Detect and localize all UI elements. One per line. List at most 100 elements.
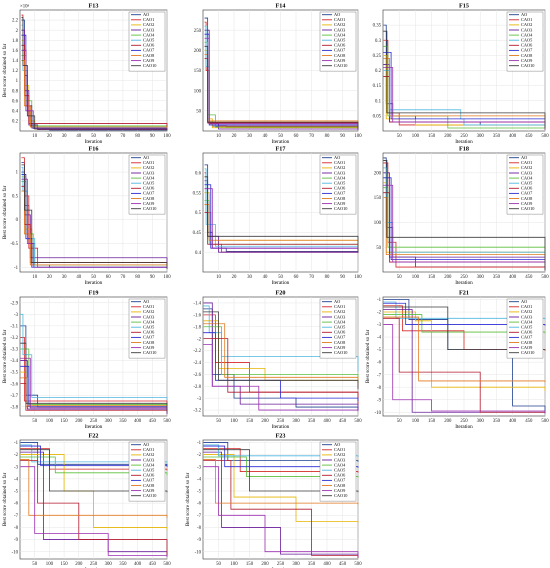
- x-tick-label: 350: [493, 134, 501, 139]
- y-tick-label: 0.6: [12, 99, 19, 104]
- legend-entry: CAO10: [143, 493, 156, 498]
- legend-entry: AO: [143, 12, 149, 17]
- chart-title: F17: [276, 146, 286, 153]
- y-tick-label: 0.25: [373, 54, 382, 59]
- series-line-cao9: [20, 466, 168, 557]
- y-tick-label: -2.8: [193, 385, 201, 390]
- x-tick-label: 250: [90, 562, 98, 567]
- x-tick-label: 250: [460, 134, 468, 139]
- y-tick-label: 50: [196, 109, 201, 114]
- y-tick-label: 0.55: [193, 191, 202, 196]
- panel-f21: 50 100 150 200 250 300 350 400 450 500 -1 -2 -3 -4 -5 -…: [364, 290, 549, 431]
- x-tick-label: 90: [150, 275, 155, 280]
- legend-entry: CAO9: [334, 201, 345, 206]
- x-tick-label: 30: [62, 275, 67, 280]
- y-tick-label: 200: [194, 49, 202, 54]
- legend-entry: CAO9: [521, 201, 532, 206]
- chart-title: F21: [459, 290, 469, 297]
- x-tick-label: 200: [261, 419, 269, 424]
- chart-title: F15: [459, 3, 469, 10]
- x-tick-label: 20: [232, 134, 237, 139]
- y-tick-label: 150: [374, 196, 382, 201]
- legend-entry: CAO1: [143, 160, 154, 165]
- legend: AOCAO1CAO2CAO3CAO4CAO5CAO6CAO7CAO8CAO9CA…: [319, 441, 357, 502]
- y-tick-label: 0.5: [12, 194, 19, 199]
- y-tick-label: 0.15: [373, 84, 382, 89]
- legend-entry: CAO4: [143, 319, 155, 324]
- x-tick-label: 200: [444, 134, 452, 139]
- legend-entry: CAO5: [143, 181, 154, 186]
- legend-box: [319, 154, 357, 215]
- legend-box: [128, 11, 166, 72]
- legend-entry: CAO3: [143, 170, 154, 175]
- series-line-cao10: [204, 45, 359, 129]
- legend-entry: CAO9: [143, 58, 154, 63]
- x-tick-label: 500: [541, 134, 549, 139]
- x-tick-label: 60: [294, 275, 299, 280]
- legend-entry: AO: [521, 12, 527, 17]
- legend: AOCAO1CAO2CAO3CAO4CAO5CAO6CAO7CAO8CAO9CA…: [506, 154, 544, 215]
- x-tick-label: 100: [46, 562, 54, 567]
- legend-entry: CAO7: [143, 48, 155, 53]
- series-line-cao5: [20, 444, 168, 464]
- legend-entry: CAO7: [143, 478, 155, 483]
- legend-entry: CAO6: [143, 43, 155, 48]
- x-tick-label: 50: [91, 275, 96, 280]
- y-tick-label: -2: [377, 311, 382, 316]
- legend-entry: CAO10: [521, 350, 534, 355]
- y-tick-label: -9: [14, 538, 19, 543]
- x-axis-label: Iteration: [272, 424, 290, 430]
- y-axis-label: Best score obtained so far: [184, 472, 191, 526]
- legend-entry: CAO6: [143, 473, 155, 478]
- y-tick-label: -3: [197, 397, 202, 402]
- y-tick-label: 0.4: [12, 109, 19, 114]
- panel-f22: 50 100 150 200 250 300 350 400 450 500 -1 -2 -3 -4 -5 -…: [1, 433, 171, 568]
- y-tick-label: -1.4: [193, 302, 201, 307]
- x-tick-label: 400: [509, 419, 517, 424]
- y-tick-label: -2.9: [10, 301, 18, 306]
- legend-entry: CAO5: [334, 325, 345, 330]
- y-tick-label: 200: [374, 171, 382, 176]
- series-line-cao5: [203, 444, 359, 457]
- x-tick-label: 500: [163, 419, 171, 424]
- x-tick-label: 200: [75, 562, 83, 567]
- panel-f15: 50 100 150 200 250 300 350 400 450 500 0.05 0.1 0.15…: [373, 3, 550, 146]
- legend-entry: CAO4: [521, 175, 533, 180]
- x-tick-label: 150: [60, 419, 68, 424]
- y-tick-label: -2: [197, 337, 202, 342]
- x-tick-label: 70: [121, 134, 126, 139]
- x-tick-label: 40: [76, 134, 81, 139]
- x-tick-label: 100: [163, 134, 171, 139]
- legend-entry: CAO10: [143, 206, 156, 211]
- legend-entry: CAO5: [143, 38, 154, 43]
- y-tick-label: 2.2: [12, 19, 19, 24]
- y-tick-label: 1.8: [12, 39, 19, 44]
- legend-box: [128, 441, 166, 502]
- legend-entry: CAO6: [521, 43, 533, 48]
- x-tick-label: 50: [397, 419, 402, 424]
- x-tick-label: 300: [292, 419, 300, 424]
- chart-title: F13: [89, 3, 99, 10]
- x-tick-label: 10: [216, 134, 221, 139]
- panel-f19: 50 100 150 200 250 300 350 400 450 500 -2.9 -3 -3.1 -…: [1, 290, 171, 431]
- legend: AOCAO1CAO2CAO3CAO4CAO5CAO6CAO7CAO8CAO9CA…: [319, 11, 357, 72]
- x-axis-label: Iteration: [455, 280, 473, 286]
- legend-entry: CAO2: [143, 309, 154, 314]
- x-tick-label: 450: [149, 419, 157, 424]
- legend-entry: CAO5: [334, 468, 345, 473]
- legend-box: [319, 441, 357, 502]
- y-tick-label: -7: [197, 514, 202, 519]
- panel-f17: 10 20 30 40 50 60 70 80 90 100 0.4 0.45 0.5 0.55 0.6 F1…: [193, 146, 363, 287]
- x-axis-label: Iteration: [85, 424, 103, 430]
- y-tick-label: -3.4: [10, 359, 18, 364]
- legend-entry: CAO8: [521, 53, 532, 58]
- legend-entry: CAO10: [521, 63, 534, 68]
- legend: AOCAO1CAO2CAO3CAO4CAO5CAO6CAO7CAO8CAO9CA…: [128, 154, 166, 215]
- series-line-cao9: [203, 466, 359, 557]
- x-tick-label: 400: [509, 134, 517, 139]
- chart-title: F22: [89, 433, 99, 440]
- legend-entry: CAO6: [521, 186, 533, 191]
- x-tick-label: 20: [47, 134, 52, 139]
- x-tick-label: 300: [477, 419, 485, 424]
- legend-entry: CAO4: [334, 462, 346, 467]
